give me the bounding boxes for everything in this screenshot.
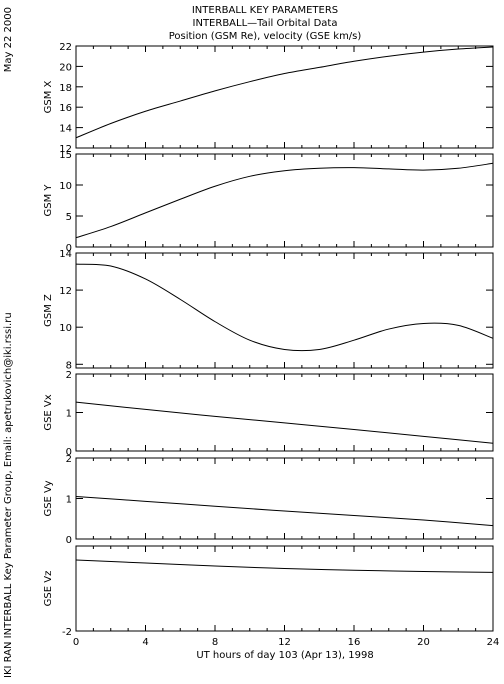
panel-frame [75,45,494,149]
side-credit: IKI RAN INTERBALL Key Parameter Group, E… [3,312,14,678]
y-tick-label: 14 [59,124,72,135]
y-tick-label: 14 [59,249,72,260]
y-axis-label: GSE Vx [43,394,54,430]
y-tick-label: 16 [59,103,72,114]
series-line [75,162,494,239]
y-axis-label: GSM X [43,80,54,113]
y-tick-label: 20 [59,62,72,73]
y-tick-label: 0 [66,243,72,254]
y-tick-label: 15 [59,150,72,161]
panel-3: 0 1 2 GSE Vx [43,370,494,458]
y-tick-label: 5 [66,212,72,223]
y-tick-label: 12 [59,286,72,297]
y-axis-label: GSE Vz [43,571,54,607]
x-tick-label: 12 [278,637,291,648]
y-tick-label: 12 [59,144,72,155]
panel-frame [75,373,494,452]
panel-frame [75,545,494,632]
y-tick-label: 22 [59,42,72,53]
panel-frame [75,457,494,540]
x-tick-label: 24 [487,637,500,648]
x-tick-label: 8 [212,637,218,648]
panel-4: 0 1 2 GSE Vy [43,454,494,546]
panel-5: -2 GSE Vz [43,545,494,638]
y-tick-label: 8 [66,360,72,371]
y-tick-label: 0 [66,447,72,458]
y-axis-label: GSM Y [43,184,54,217]
title-line-1: INTERBALL KEY PARAMETERS [192,5,338,16]
title-line-3: Position (GSM Re), velocity (GSE km/s) [169,31,362,42]
y-tick-label: 0 [66,535,72,546]
y-tick-label: 2 [66,370,72,381]
y-tick-label: -2 [62,627,72,638]
y-tick-label: 10 [59,323,72,334]
panel-1: 0 5 10 15 GSM Y [43,150,494,254]
y-tick-label: 10 [59,181,72,192]
panel-frame [75,252,494,369]
y-axis-label: GSE Vy [43,480,54,516]
y-tick-label: 18 [59,83,72,94]
y-tick-label: 1 [66,495,72,506]
y-tick-label: 2 [66,454,72,465]
side-date: May 22 2000 [3,7,14,72]
x-tick-label: 16 [348,637,361,648]
series-line [75,263,494,352]
y-axis-label: GSM Z [43,294,54,327]
x-tick-label: 20 [417,637,430,648]
series-line [75,46,494,139]
panel-frame [75,153,494,248]
series-line [75,401,494,444]
x-tick-label: 4 [142,637,148,648]
panel-0: 12 14 16 18 20 22 GSM X [43,42,494,155]
y-tick-label: 1 [66,409,72,420]
title-line-2: INTERBALL—Tail Orbital Data [193,18,338,29]
panel-2: 8 10 12 14 GSM Z [43,249,494,371]
series-line [75,559,494,573]
series-line [75,495,494,527]
x-axis-label: UT hours of day 103 (Apr 13), 1998 [196,650,373,661]
x-tick-label: 0 [73,637,79,648]
